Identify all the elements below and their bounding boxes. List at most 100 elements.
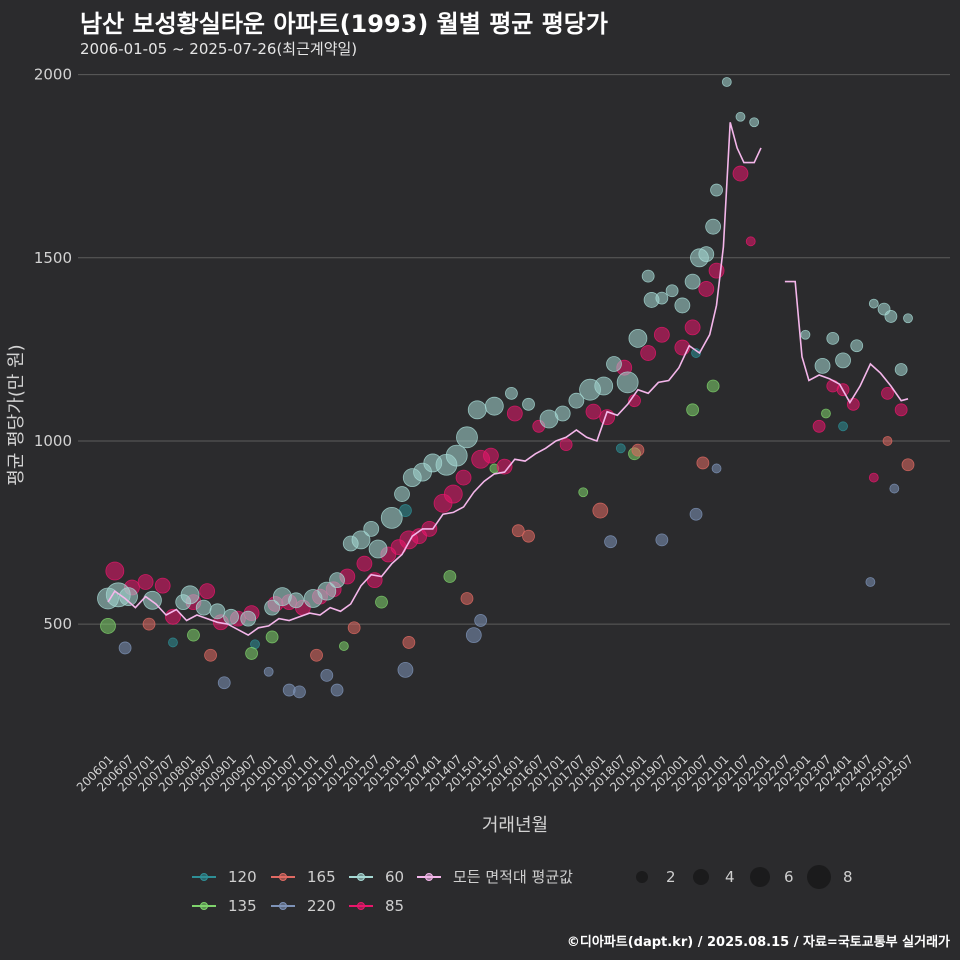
point-60 — [445, 444, 468, 467]
point-220 — [465, 627, 482, 644]
point-85 — [812, 419, 826, 433]
point-165 — [142, 617, 156, 631]
point-85 — [455, 469, 472, 486]
point-60 — [710, 183, 723, 197]
point-220 — [655, 533, 669, 547]
point-60 — [180, 585, 200, 605]
point-85 — [640, 345, 657, 361]
point-135 — [187, 628, 200, 642]
point-220 — [865, 577, 876, 587]
point-60 — [522, 397, 535, 411]
point-85 — [559, 438, 573, 452]
point-220 — [889, 483, 900, 494]
point-120 — [615, 443, 626, 454]
point-165 — [347, 621, 361, 635]
point-60 — [195, 599, 212, 616]
point-60 — [363, 520, 380, 537]
legend-size-dot — [807, 865, 831, 889]
point-165 — [631, 443, 645, 457]
legend-size-label: 2 — [666, 868, 676, 886]
point-60 — [655, 291, 669, 305]
average-line — [107, 122, 762, 637]
point-60 — [705, 218, 722, 235]
point-85 — [894, 403, 908, 417]
legend: 120 135 165 220 60 85 모든 면적대 평균값 2 4 6 8 — [192, 865, 853, 915]
point-135 — [245, 647, 258, 660]
average-line — [784, 280, 909, 405]
point-60 — [641, 269, 655, 283]
point-85 — [684, 319, 701, 336]
point-60 — [749, 117, 760, 128]
legend-label: 165 — [307, 868, 336, 886]
point-60 — [368, 539, 388, 559]
point-165 — [511, 524, 525, 538]
point-60 — [721, 77, 732, 87]
point-165 — [402, 636, 416, 649]
point-layer — [97, 77, 915, 699]
point-165 — [522, 529, 535, 543]
x-axis-ticks: 2006012006072007012007072008012008072009… — [74, 752, 916, 794]
point-60 — [684, 273, 701, 290]
point-220 — [689, 507, 703, 521]
legend-size-dot — [693, 869, 709, 885]
point-85 — [868, 472, 879, 483]
point-135 — [686, 403, 700, 417]
point-165 — [460, 592, 474, 605]
point-85 — [154, 577, 171, 594]
y-tick-label: 2000 — [34, 66, 72, 84]
point-85 — [496, 458, 513, 475]
legend-label: 85 — [385, 897, 404, 915]
average-line-layer — [107, 122, 909, 637]
point-135 — [578, 487, 589, 498]
point-60 — [814, 357, 831, 374]
legend-key-dot — [279, 873, 287, 881]
y-axis-label: 평균 평당가(만 원) — [6, 344, 27, 485]
point-120 — [838, 421, 848, 432]
point-220 — [330, 683, 344, 697]
point-60 — [209, 603, 226, 620]
point-60 — [884, 310, 898, 323]
legend-size-label: 6 — [784, 868, 794, 886]
point-60 — [606, 356, 622, 372]
point-60 — [674, 297, 691, 314]
point-60 — [616, 371, 639, 394]
point-220 — [711, 463, 722, 474]
point-165 — [696, 456, 710, 470]
point-60 — [568, 392, 585, 409]
legend-key-dot — [425, 873, 433, 881]
legend-size-label: 8 — [843, 868, 853, 886]
y-axis-ticks: 500 1000 1500 2000 — [34, 66, 72, 633]
point-85 — [356, 555, 373, 572]
legend-label: 135 — [228, 897, 257, 915]
point-165 — [882, 436, 893, 446]
chart-subtitle: 2006-01-05 ~ 2025-07-26(최근계약일) — [80, 40, 358, 58]
point-60 — [264, 599, 281, 616]
point-165 — [592, 502, 609, 519]
point-135 — [100, 618, 116, 634]
point-60 — [329, 572, 345, 589]
point-220 — [397, 662, 414, 678]
point-220 — [118, 641, 132, 655]
legend-key-dot — [200, 902, 208, 910]
point-85 — [585, 403, 602, 420]
point-60 — [835, 352, 851, 369]
point-60 — [380, 506, 403, 529]
point-60 — [735, 111, 746, 122]
chart-title: 남산 보성황실타운 아파트(1993) 월별 평균 평당가 — [80, 10, 608, 38]
point-60 — [665, 284, 679, 298]
point-60 — [868, 298, 879, 309]
point-120 — [168, 637, 178, 648]
point-220 — [604, 535, 617, 549]
point-60 — [240, 610, 257, 627]
point-85 — [506, 405, 523, 422]
y-tick-label: 1000 — [34, 432, 72, 450]
point-165 — [310, 648, 323, 662]
point-85 — [199, 583, 216, 600]
point-60 — [119, 587, 138, 607]
point-85 — [698, 281, 715, 297]
point-60 — [800, 329, 811, 340]
point-60 — [456, 426, 478, 449]
point-60 — [903, 313, 913, 324]
point-85 — [653, 326, 670, 343]
